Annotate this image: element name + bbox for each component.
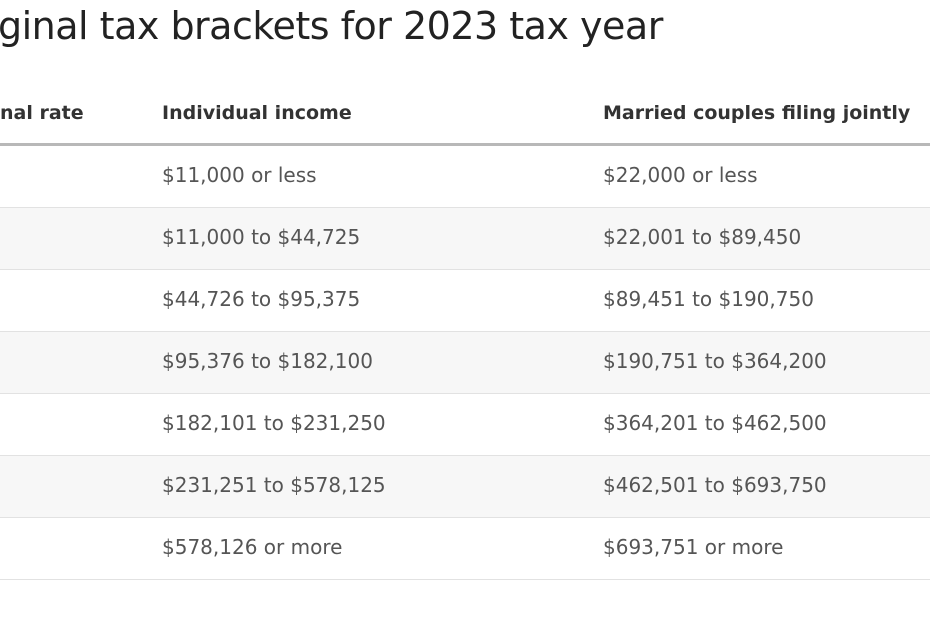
tax-table: nal rate Individual income Married couples…	[0, 84, 930, 580]
column-header: nal rate	[0, 102, 84, 124]
table-cell: $89,451 to $190,750	[603, 287, 814, 311]
table-row: $182,101 to $231,250 $364,201 to $462,500	[0, 394, 930, 456]
table-row: $44,726 to $95,375 $89,451 to $190,750	[0, 270, 930, 332]
table-cell: $182,101 to $231,250	[162, 411, 386, 435]
table-row: $11,000 or less $22,000 or less	[0, 146, 930, 208]
table-row: $95,376 to $182,100 $190,751 to $364,200	[0, 332, 930, 394]
column-header: Married couples filing jointly	[603, 102, 911, 124]
table-cell: $11,000 or less	[162, 163, 317, 187]
table-row: $231,251 to $578,125 $462,501 to $693,750	[0, 456, 930, 518]
table-cell: $364,201 to $462,500	[603, 411, 827, 435]
table-cell: $22,001 to $89,450	[603, 225, 802, 249]
table-row: $11,000 to $44,725 $22,001 to $89,450	[0, 208, 930, 270]
table-cell: $11,000 to $44,725	[162, 225, 361, 249]
table-cell: $190,751 to $364,200	[603, 349, 827, 373]
table-cell: $22,000 or less	[603, 163, 758, 187]
table-cell: $44,726 to $95,375	[162, 287, 361, 311]
table-cell: $462,501 to $693,750	[603, 473, 827, 497]
table-cell: $231,251 to $578,125	[162, 473, 386, 497]
column-header: Individual income	[162, 102, 352, 124]
table-cell: $95,376 to $182,100	[162, 349, 373, 373]
table-cell: $578,126 or more	[162, 535, 343, 559]
title: ginal tax brackets for 2023 tax year	[0, 4, 663, 48]
table-row: $578,126 or more $693,751 or more	[0, 518, 930, 580]
table-cell: $693,751 or more	[603, 535, 784, 559]
table-header: nal rate Individual income Married couples…	[0, 84, 930, 146]
